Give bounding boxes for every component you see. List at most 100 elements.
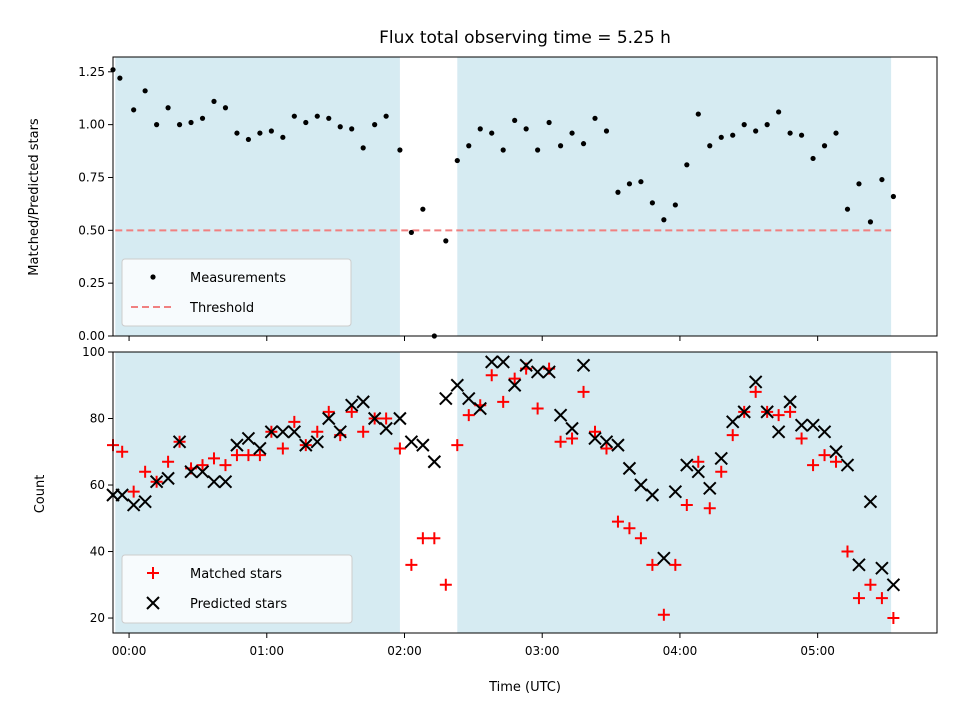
bottom-y-ticks: 20 40 60 80 100 [82, 345, 113, 625]
predicted-star-point [565, 421, 579, 436]
legend-marker-measurements [150, 274, 156, 280]
predicted-stars-points [106, 355, 901, 592]
predicted-star-point [172, 435, 187, 449]
legend-marker-matched [147, 567, 159, 579]
predicted-star-point [322, 411, 336, 426]
bottom-shaded-intervals [115, 352, 892, 633]
matched-star-point [749, 385, 762, 398]
measurement-point [188, 119, 194, 126]
predicted-star-point [599, 435, 614, 449]
y-tick-label: 60 [90, 478, 105, 492]
measurement-point [523, 126, 529, 132]
measurement-point [753, 128, 759, 134]
measurement-point [741, 122, 747, 128]
predicted-star-point [657, 551, 671, 565]
predicted-star-point [829, 445, 843, 459]
predicted-star-point [416, 438, 430, 452]
matched-star-point [841, 545, 854, 558]
predicted-star-point [230, 438, 244, 452]
matched-star-point [680, 498, 693, 511]
predicted-star-point [760, 405, 774, 419]
measurement-point [314, 113, 320, 119]
predicted-star-point [462, 391, 476, 406]
predicted-star-point [553, 408, 568, 422]
predicted-star-point [634, 478, 648, 492]
y-tick-label: 40 [90, 545, 105, 559]
matched-star-point [451, 439, 464, 452]
matched-star-point [345, 405, 358, 418]
top-shaded-intervals [115, 57, 892, 336]
measurement-point [477, 126, 483, 132]
bottom-legend: Matched stars Predicted stars [121, 554, 353, 624]
matched-star-point [288, 415, 301, 428]
y-tick-label: 0.00 [78, 329, 105, 343]
x-tick-label: 01:00 [249, 644, 284, 658]
predicted-star-point [519, 358, 533, 373]
predicted-star-point [817, 425, 832, 439]
matched-star-point [230, 449, 243, 462]
measurement-point [626, 181, 633, 187]
bottom-plot-frame [112, 351, 938, 634]
predicted-star-point [863, 494, 878, 509]
matched-star-point [807, 459, 820, 472]
predicted-star-point [345, 398, 359, 412]
predicted-star-point [485, 355, 499, 369]
bottom-panel: 20 40 60 80 100 00:00 01:00 02:00 03:00 04:00 05:… [33, 345, 938, 695]
measurement-point [879, 176, 885, 183]
measurement-point [615, 189, 621, 195]
matched-star-point [623, 522, 636, 535]
measurement-point [833, 130, 839, 136]
matched-star-point [380, 412, 393, 425]
measurement-point [176, 122, 183, 128]
matched-star-point [311, 425, 324, 438]
measurement-point [337, 124, 343, 130]
matched-star-point [416, 532, 429, 545]
matched-star-point [830, 455, 843, 468]
predicted-star-point [714, 451, 728, 466]
measurement-point [810, 155, 816, 162]
measurement-point [397, 147, 403, 153]
predicted-star-point [622, 461, 637, 476]
predicted-star-point [115, 488, 129, 502]
matched-star-point [276, 442, 289, 455]
matched-star-point [566, 432, 579, 445]
measurement-point [142, 88, 148, 94]
bottom-x-ticks: 00:00 01:00 02:00 03:00 04:00 05:00 [112, 633, 835, 658]
predicted-star-point [439, 391, 453, 406]
predicted-star-point [241, 431, 256, 446]
bottom-legend-box [121, 554, 353, 624]
predicted-star-point [726, 415, 740, 429]
measurement-point [500, 147, 506, 153]
predicted-star-point [264, 425, 279, 439]
predicted-star-point [149, 474, 164, 489]
measurement-point [280, 134, 286, 140]
measurement-point [303, 119, 309, 126]
predicted-star-point [875, 561, 889, 575]
matched-star-point [887, 612, 900, 625]
matched-star-point [139, 465, 152, 478]
predicted-star-point [450, 378, 464, 392]
matched-star-point [405, 558, 418, 571]
matched-star-point [393, 442, 406, 455]
x-tick-label: 05:00 [800, 644, 835, 658]
predicted-star-point [287, 425, 302, 439]
predicted-star-point [310, 435, 324, 449]
predicted-star-point [588, 431, 602, 446]
predicted-star-point [126, 498, 141, 512]
legend-marker-predicted [146, 596, 160, 610]
matched-star-point [497, 395, 510, 408]
predicted-star-point [852, 558, 866, 572]
matched-star-point [864, 578, 877, 591]
measurement-point [222, 105, 229, 111]
predicted-star-point [333, 425, 347, 439]
measurement-point [695, 111, 701, 117]
matched-star-point [196, 459, 209, 472]
measurement-point [245, 136, 252, 143]
y-tick-label: 0.50 [78, 223, 105, 237]
measurement-point [684, 162, 690, 168]
x-tick-label: 04:00 [663, 644, 698, 658]
predicted-star-point [840, 458, 855, 472]
matched-star-point [703, 502, 716, 515]
measurement-point [592, 115, 598, 121]
x-axis-label: Time (UTC) [488, 680, 561, 695]
